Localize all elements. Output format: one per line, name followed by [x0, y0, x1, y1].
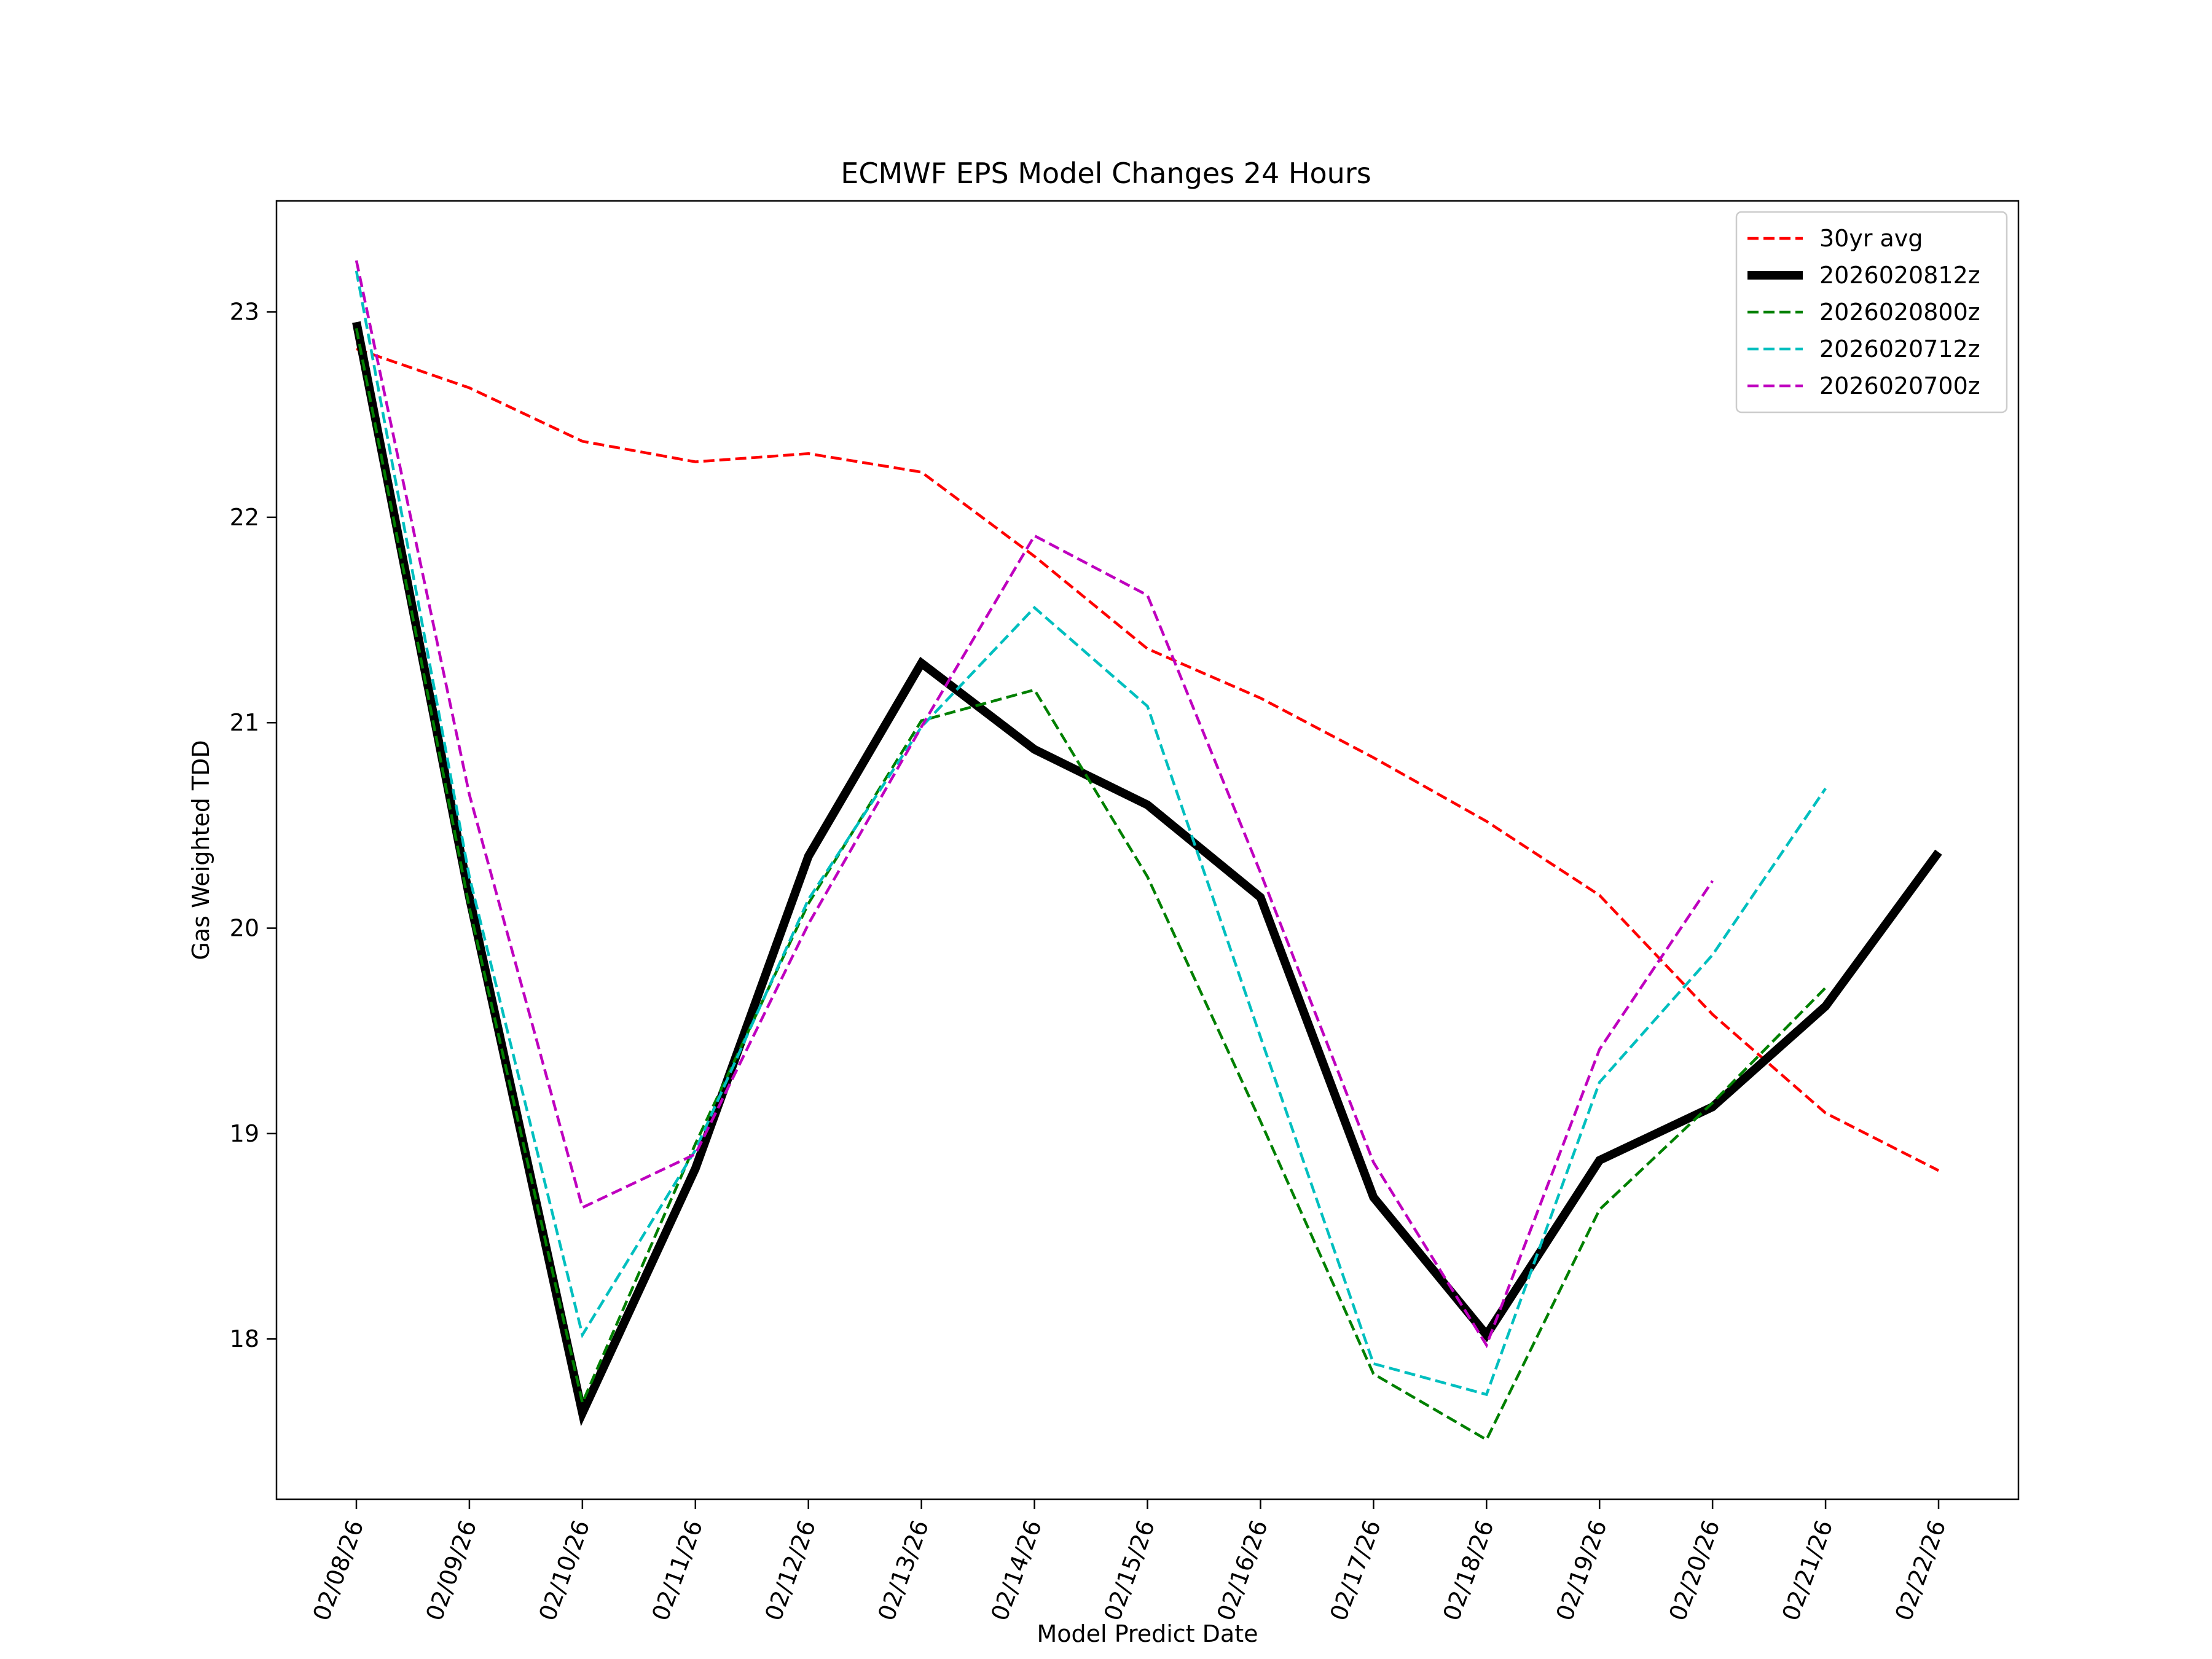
legend-label: 30yr avg: [1819, 225, 1923, 252]
series-group: [352, 260, 1942, 1442]
x-axis-title: Model Predict Date: [1037, 1620, 1258, 1647]
legend: 30yr avg 2026020812z 2026020800z 2026020712…: [1735, 211, 2008, 414]
series-line-2026020812z: [352, 321, 1942, 1427]
y-tick-label: 22: [230, 504, 259, 531]
y-axis-title: Gas Weighted TDD: [187, 740, 214, 960]
legend-label: 2026020712z: [1819, 335, 1980, 363]
series-line-2026020800z: [355, 327, 1827, 1442]
plot-frame: [275, 200, 2020, 1500]
series-line-2026020712z: [355, 270, 1827, 1397]
chart-title: ECMWF EPS Model Changes 24 Hours: [841, 157, 1371, 190]
legend-label: 2026020812z: [1819, 262, 1980, 289]
y-tick-label: 20: [230, 915, 259, 942]
legend-label: 2026020800z: [1819, 299, 1980, 326]
legend-label: 2026020700z: [1819, 372, 1980, 399]
y-axis: 18 19 20 21 22 23: [230, 299, 276, 1352]
y-tick-label: 18: [230, 1325, 259, 1352]
series-line-2026020700z: [355, 260, 1714, 1349]
y-tick-label: 19: [230, 1120, 259, 1147]
legend-box: [1735, 211, 2008, 414]
y-tick-label: 21: [230, 709, 259, 736]
y-tick-label: 23: [230, 299, 259, 326]
